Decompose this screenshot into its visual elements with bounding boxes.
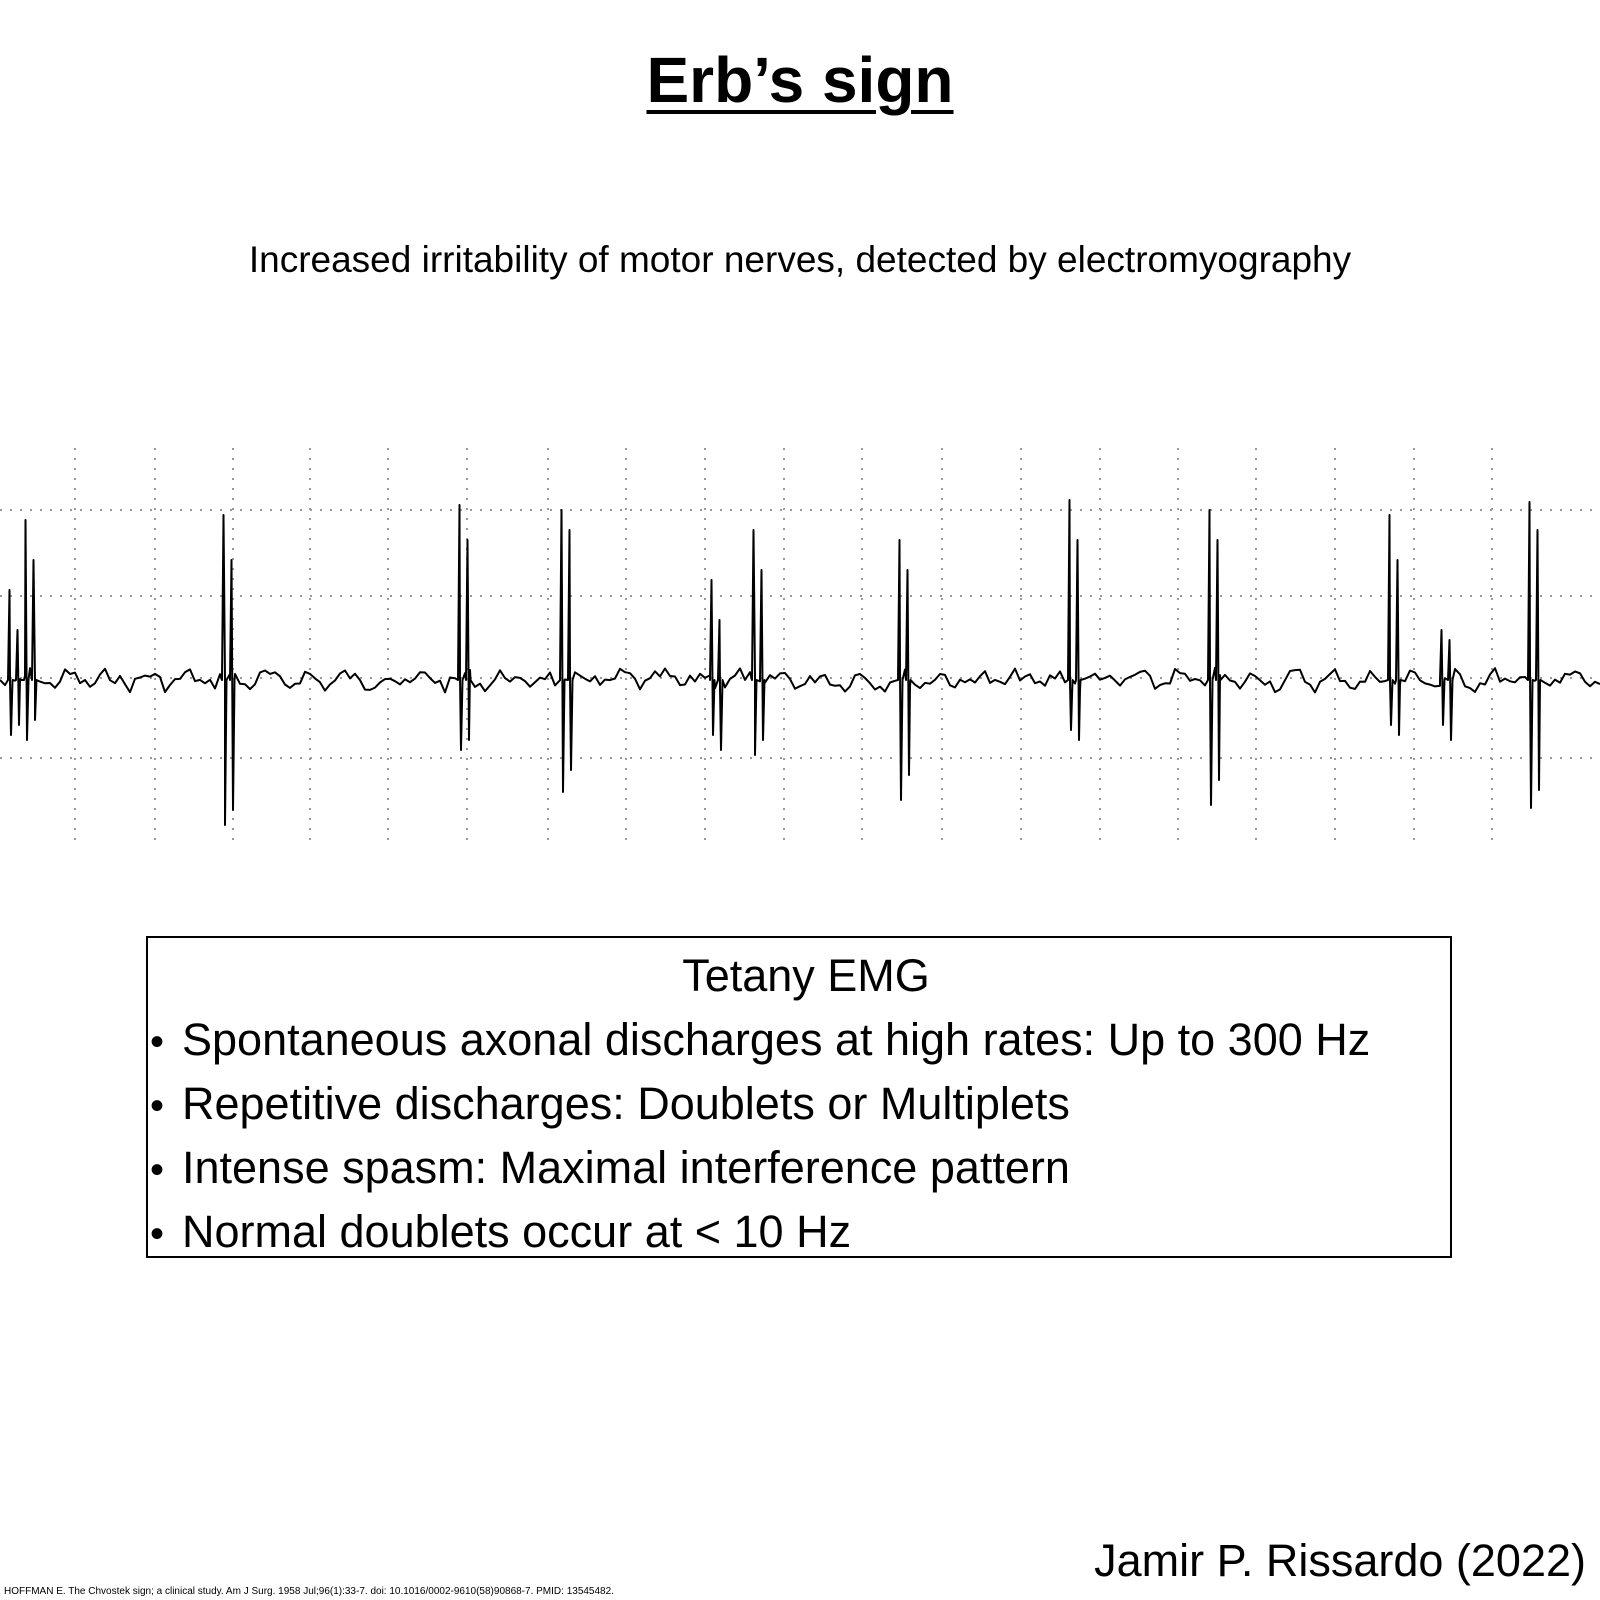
bullet-text: Intense spasm: Maximal interference patt… [182,1142,1070,1193]
emg-grid [0,448,1600,848]
bullet-item: • Normal doublets occur at < 10 Hz [150,1200,1442,1264]
bullet-item: • Spontaneous axonal discharges at high r… [150,1008,1442,1072]
bullet-dot: • [150,1084,165,1128]
emg-signal-trace [0,499,1600,826]
slide-subtitle: Increased irritability of motor nerves, … [248,239,1352,280]
emg-tracing-svg [0,448,1600,848]
slide-title-text: Erb’s sign [646,44,954,116]
slide-title: Erb’s sign [0,42,1600,119]
emg-tracing-figure [0,448,1600,848]
author-credit: Jamir P. Rissardo (2022) [1094,1535,1586,1586]
bullet-text: Spontaneous axonal discharges at high ra… [182,1014,1371,1065]
bullet-text: Repetitive discharges: Doublets or Multi… [182,1078,1070,1129]
bullet-item: • Intense spasm: Maximal interference pat… [150,1136,1442,1200]
bullet-dot: • [150,1212,165,1256]
bullet-dot: • [150,1148,165,1192]
bullet-dot: • [150,1020,165,1064]
tetany-emg-box: Tetany EMG • Spontaneous axonal discharge… [146,936,1452,1258]
tetany-emg-box-title: Tetany EMG [682,950,930,1001]
reference-citation: HOFFMAN E. The Chvostek sign; a clinical… [4,1586,614,1597]
bullet-text: Normal doublets occur at < 10 Hz [182,1206,852,1257]
bullet-item: • Repetitive discharges: Doublets or Mult… [150,1072,1442,1136]
